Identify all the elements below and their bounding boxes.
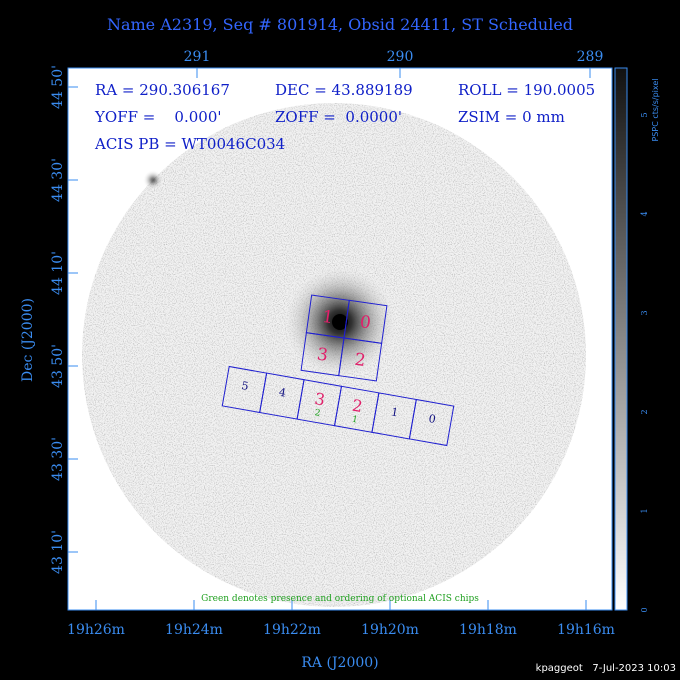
chip-label: 1 [321,307,335,328]
chip-label: 1 [390,405,399,419]
y-axis-title: Dec (J2000) [20,298,36,382]
info-pb: ACIS PB = WT0046C034 [94,135,285,153]
cluster-core [332,314,348,330]
info-roll: ROLL = 190.0005 [458,81,595,99]
left-tick-label: 43 30' [50,437,66,481]
chip-label: 0 [428,412,437,426]
info-yoff: YOFF = 0.000' [94,108,222,126]
top-tick-label: 290 [387,49,414,65]
bottom-tick-label: 19h16m [557,622,615,638]
top-tick-label: 289 [577,49,604,65]
bottom-tick-label: 19h18m [459,622,517,638]
i-array: 1 0 3 2 [300,294,388,382]
colorbar [614,67,628,611]
info-block: RA = 290.306167 DEC = 43.889189 ROLL = 1… [94,81,595,153]
left-tick-label: 44 30' [50,158,66,202]
chip-label: 0 [359,312,373,333]
optional-chip-label: 2 [314,408,321,419]
left-tick-label: 44 10' [50,251,66,295]
colorbar-label: 1 [640,508,649,513]
optional-chip-label: 1 [351,415,358,426]
left-tick-label: 43 50' [50,344,66,388]
colorbar-label: 5 [640,112,649,117]
bottom-tick-label: 19h24m [165,622,223,638]
info-zsim: ZSIM = 0 mm [458,108,565,126]
colorbar-label: 0 [640,607,649,612]
footer: kpaggeot 7-Jul-2023 10:03 [536,663,676,674]
info-dec: DEC = 43.889189 [275,81,413,99]
chip-label: 5 [240,379,249,393]
footnote: Green denotes presence and ordering of o… [201,594,479,604]
chip-label: 3 [316,345,330,366]
info-zoff: ZOFF = 0.0000' [275,108,402,126]
x-axis-title: RA (J2000) [301,655,378,671]
bottom-tick-label: 19h20m [361,622,419,638]
chip-label: 2 [353,350,367,371]
colorbar-label: 3 [640,310,649,315]
chip-label: 2 [351,396,364,416]
left-tick-label: 43 10' [50,530,66,574]
colorbar-title: PSPC cts/s/pixel [651,78,660,141]
chip [338,337,383,382]
colorbar-label: 4 [640,211,649,216]
colorbar-label: 2 [640,409,649,414]
s-array: 5 4 3 2 1 021 [221,365,455,447]
title: Name A2319, Seq # 801914, Obsid 24411, S… [107,15,573,34]
info-ra: RA = 290.306167 [95,81,230,99]
left-tick-label: 44 50' [50,65,66,109]
chip-label: 4 [278,386,287,400]
chip-label: 3 [313,389,326,409]
top-tick-label: 291 [184,49,211,65]
chip [408,398,455,447]
bottom-tick-label: 19h22m [263,622,321,638]
bottom-tick-label: 19h26m [67,622,125,638]
source [143,170,163,190]
